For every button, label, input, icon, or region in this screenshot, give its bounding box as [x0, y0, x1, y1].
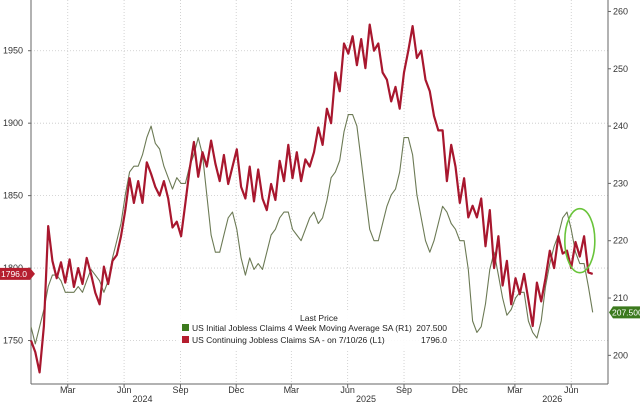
right-tick-label: 230	[613, 178, 628, 188]
right-tick-label: 200	[613, 350, 628, 360]
series-line-initial-claims	[30, 114, 594, 345]
value-tag-continuing: 1796.0	[0, 267, 35, 280]
left-tick-label: 1950	[3, 46, 23, 56]
right-tick-label: 210	[613, 293, 628, 303]
legend-label-continuing-claims: US Continuing Jobless Claims SA - on 7/1…	[192, 335, 385, 345]
series-layer	[29, 23, 594, 374]
x-tick-label-year: 2025	[356, 394, 376, 403]
right-tick-label: 250	[613, 64, 628, 74]
x-tick-label-month: Jun	[117, 385, 132, 395]
x-tick-label-month: Dec	[452, 385, 469, 395]
x-tick-label-month: Mar	[60, 385, 76, 395]
legend-title: Last Price	[300, 313, 338, 323]
legend-label-initial-claims: US Initial Jobless Claims 4 Week Moving …	[192, 323, 412, 333]
legend-box	[178, 312, 451, 349]
value-tag-continuing-shape	[0, 267, 35, 280]
legend-swatch-initial-claims	[182, 324, 189, 331]
right-tick-label: 240	[613, 121, 628, 131]
legend-swatch-continuing-claims	[182, 336, 189, 343]
x-tick-label-month: Mar	[284, 385, 300, 395]
value-tag-initial-text: 207.500	[612, 307, 640, 317]
legend-value-initial-claims: 207.500	[416, 323, 447, 333]
x-tick-label-month: Sep	[172, 385, 188, 395]
left-tick-label: 1750	[3, 336, 23, 346]
right-tick-label: 220	[613, 236, 628, 246]
legend: Last Price US Initial Jobless Claims 4 W…	[178, 312, 451, 349]
right-tick-label: 260	[613, 6, 628, 16]
legend-value-continuing-claims: 1796.0	[421, 335, 447, 345]
x-tick-label-year: 2024	[132, 394, 152, 403]
x-tick-label-month: Sep	[396, 385, 412, 395]
highlight-ellipse	[564, 207, 596, 274]
left-tick-label: 1850	[3, 191, 23, 201]
left-tick-label: 1900	[3, 118, 23, 128]
x-tick-label-year: 2026	[542, 394, 562, 403]
x-tick-label-month: Mar	[507, 385, 523, 395]
value-tag-continuing-text: 1796.0	[1, 269, 27, 279]
annotation-layer	[564, 207, 596, 274]
x-tick-label-month: Jun	[340, 385, 355, 395]
value-tag-initial-shape	[609, 306, 640, 319]
value-tag-initial: 207.500	[609, 306, 640, 319]
right-axis-ticks: 260 250 240 230 220 210 200	[608, 6, 628, 360]
x-tick-label-month: Dec	[228, 385, 245, 395]
series-line-continuing-claims	[29, 23, 594, 374]
x-tick-label-month: Jun	[564, 385, 579, 395]
